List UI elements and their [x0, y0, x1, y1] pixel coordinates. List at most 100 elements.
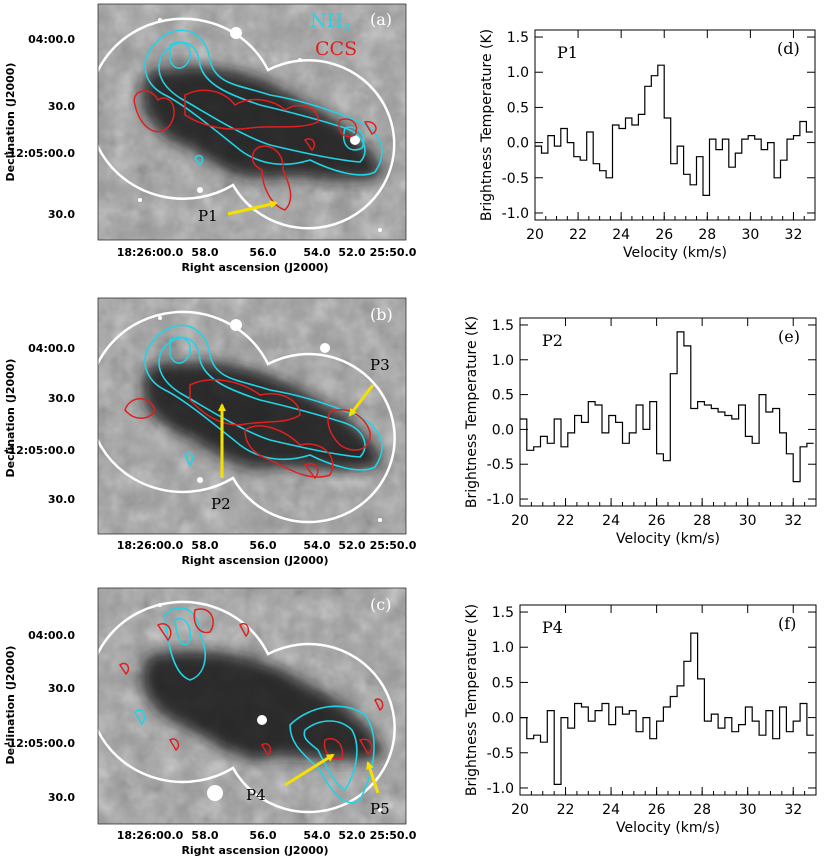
- x-tick-label: 26: [648, 513, 666, 529]
- y-axis-label: Declination (J2000): [4, 63, 17, 182]
- peak-label-P1: P1: [198, 207, 218, 225]
- x-tick-label: 18:26:00.0: [117, 539, 184, 552]
- y-tick-label: 1.5: [492, 318, 514, 334]
- y-tick-label: 1.0: [492, 640, 514, 656]
- x-tick-label: 56.0: [249, 246, 276, 259]
- y-tick-label: 30.0: [48, 208, 75, 221]
- x-tick-label: 30: [739, 802, 757, 818]
- spectrum-chart-1: 20 22 24 26 28 30 32 -1.0 -0.5 0.0 0.5 1.0 1.5 P1 (d) V…: [479, 29, 815, 261]
- y-tick-label: 0.5: [492, 675, 514, 691]
- spectrum-title: P4: [542, 618, 563, 637]
- x-tick-label: 22: [569, 227, 587, 243]
- x-tick-label: 26: [655, 227, 673, 243]
- spectra-charts: 20 22 24 26 28 30 32 -1.0 -0.5 0.0 0.5 1.0 1.5 P1 (d) V…: [464, 29, 816, 836]
- x-tick-label: 52.0: [338, 539, 365, 552]
- y-tick-label: -0.5: [487, 746, 514, 762]
- spectrum-title: P2: [542, 331, 563, 350]
- x-tick-label: 54.0: [303, 829, 330, 842]
- y-tick-label: 1.0: [492, 353, 514, 369]
- x-tick-label: 58.0: [191, 539, 218, 552]
- y-tick-label: 0.0: [492, 422, 514, 438]
- panel-label: (b): [370, 305, 393, 324]
- y-tick-label: 30.0: [48, 791, 75, 804]
- y-axis-label: Brightness Temperature (K): [479, 29, 495, 221]
- x-axis-label: Right ascension (J2000): [181, 554, 328, 567]
- y-tick-label: -1.0: [502, 206, 529, 222]
- y-tick-label: 0.0: [492, 711, 514, 727]
- x-tick-label: 18:26:00.0: [117, 829, 184, 842]
- spectrum-line: [535, 65, 813, 195]
- x-tick-label: 26: [648, 802, 666, 818]
- x-tick-label: 58.0: [191, 246, 218, 259]
- map-panel-b: P2 P3 (b): [89, 298, 406, 534]
- x-tick-label: 52.0: [338, 829, 365, 842]
- y-tick-label: 30.0: [48, 682, 75, 695]
- x-tick-label: 25:50.0: [370, 829, 417, 842]
- x-tick-label: 30: [741, 227, 759, 243]
- peak-label-P3: P3: [370, 356, 390, 374]
- y-tick-label: -0.5: [487, 457, 514, 473]
- x-axis-label: Velocity (km/s): [623, 245, 727, 261]
- x-axis-label: Right ascension (J2000): [181, 844, 328, 857]
- panel-label: (e): [778, 327, 800, 346]
- x-tick-label: 56.0: [249, 539, 276, 552]
- panel-label: (f): [778, 614, 796, 633]
- y-tick-label: 1.5: [507, 30, 529, 46]
- spectrum-title: P1: [557, 43, 578, 62]
- y-tick-label: 30.0: [48, 392, 75, 405]
- x-tick-label: 32: [785, 227, 803, 243]
- x-tick-label: 32: [784, 513, 802, 529]
- x-tick-label: 20: [511, 802, 529, 818]
- spectrum-line: [520, 332, 814, 482]
- figure: P1 NH3 CCS (a) P2: [0, 0, 830, 862]
- y-tick-label: -1.0: [487, 781, 514, 797]
- x-tick-label: 25:50.0: [370, 246, 417, 259]
- x-tick-label: 54.0: [303, 246, 330, 259]
- y-tick-label: -1.0: [487, 492, 514, 508]
- x-tick-label: 56.0: [249, 829, 276, 842]
- y-tick-label: 30.0: [48, 100, 75, 113]
- y-axis-label: Declination (J2000): [4, 646, 17, 765]
- x-axis-label: Velocity (km/s): [616, 820, 720, 836]
- x-tick-label: 20: [511, 513, 529, 529]
- x-tick-label: 18:26:00.0: [117, 246, 184, 259]
- y-tick-label: 04:00.0: [28, 629, 75, 642]
- y-tick-label: 04:00.0: [28, 342, 75, 355]
- x-tick-label: 54.0: [303, 539, 330, 552]
- x-tick-label: 28: [693, 513, 711, 529]
- peak-label-P4: P4: [246, 786, 266, 804]
- map-panel-a: P1 NH3 CCS (a): [89, 4, 406, 240]
- x-tick-label: 20: [526, 227, 544, 243]
- x-tick-label: 52.0: [338, 246, 365, 259]
- y-tick-label: 0.5: [492, 388, 514, 404]
- spectrum-chart-2: 20 22 24 26 28 30 32 -1.0 -0.5 0.0 0.5 1.0 1.5 P2 (e) V…: [464, 316, 816, 547]
- y-tick-label: 30.0: [48, 493, 75, 506]
- panel-label: (d): [777, 39, 800, 58]
- peak-label-P2: P2: [211, 495, 231, 513]
- y-axis-label: Declination (J2000): [4, 359, 17, 478]
- x-tick-label: 22: [557, 802, 575, 818]
- x-tick-label: 32: [784, 802, 802, 818]
- panel-label: (a): [370, 10, 392, 29]
- x-axis-label: Velocity (km/s): [616, 531, 720, 547]
- x-tick-label: 28: [693, 802, 711, 818]
- y-tick-label: 0.5: [507, 100, 529, 116]
- x-tick-label: 58.0: [191, 829, 218, 842]
- y-tick-label: 1.5: [492, 605, 514, 621]
- peak-label-P5: P5: [370, 800, 390, 818]
- y-tick-label: -0.5: [502, 171, 529, 187]
- x-tick-label: 30: [739, 513, 757, 529]
- x-tick-label: 24: [602, 513, 620, 529]
- x-axis-label: Right ascension (J2000): [181, 261, 328, 274]
- plot-frame: [520, 605, 816, 795]
- y-tick-label: 04:00.0: [28, 33, 75, 46]
- legend-ccs: CCS: [315, 38, 357, 60]
- x-tick-label: 22: [557, 513, 575, 529]
- spectrum-line: [520, 633, 814, 784]
- spectrum-chart-3: 20 22 24 26 28 30 32-1.0-0.50.00.51.01.5P4 (f)V…: [464, 604, 816, 836]
- panel-label: (c): [370, 595, 391, 614]
- y-tick-label: 0.0: [507, 136, 529, 152]
- y-tick-label: 1.0: [507, 65, 529, 81]
- y-axis-label: Brightness Temperature (K): [464, 604, 480, 796]
- x-tick-label: 24: [612, 227, 630, 243]
